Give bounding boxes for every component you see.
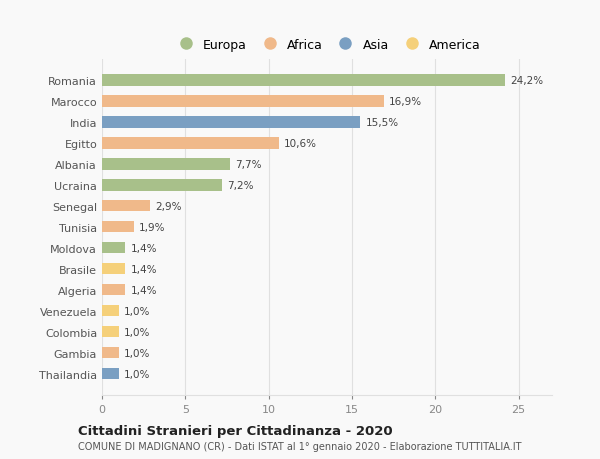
Bar (102, 117, 361, 128)
Text: 7,7%: 7,7% (235, 159, 262, 169)
Text: 24,2%: 24,2% (511, 76, 544, 86)
Text: 1,4%: 1,4% (130, 243, 157, 253)
Bar (102, 347, 119, 358)
Bar (102, 242, 125, 254)
Legend: Europa, Africa, Asia, America: Europa, Africa, Asia, America (167, 33, 487, 58)
Bar (102, 138, 278, 149)
Text: 1,0%: 1,0% (124, 369, 150, 379)
Text: 7,2%: 7,2% (227, 180, 254, 190)
Text: 2,9%: 2,9% (155, 202, 182, 211)
Text: COMUNE DI MADIGNANO (CR) - Dati ISTAT al 1° gennaio 2020 - Elaborazione TUTTITAL: COMUNE DI MADIGNANO (CR) - Dati ISTAT al… (78, 441, 521, 451)
Text: 1,0%: 1,0% (124, 306, 150, 316)
Bar (102, 305, 119, 317)
Text: 1,9%: 1,9% (139, 222, 165, 232)
Text: 10,6%: 10,6% (284, 139, 317, 148)
Bar (102, 75, 505, 86)
Bar (102, 96, 383, 107)
Bar (102, 263, 125, 275)
Bar (102, 368, 119, 380)
Bar (102, 201, 151, 212)
Text: Cittadini Stranieri per Cittadinanza - 2020: Cittadini Stranieri per Cittadinanza - 2… (78, 424, 392, 437)
Text: 15,5%: 15,5% (365, 118, 398, 128)
Bar (102, 221, 134, 233)
Text: 16,9%: 16,9% (389, 96, 422, 106)
Text: 1,0%: 1,0% (124, 327, 150, 337)
Text: 1,4%: 1,4% (130, 264, 157, 274)
Text: 1,0%: 1,0% (124, 348, 150, 358)
Text: 1,4%: 1,4% (130, 285, 157, 295)
Bar (102, 179, 222, 191)
Bar (102, 284, 125, 296)
Bar (102, 326, 119, 338)
Bar (102, 159, 230, 170)
